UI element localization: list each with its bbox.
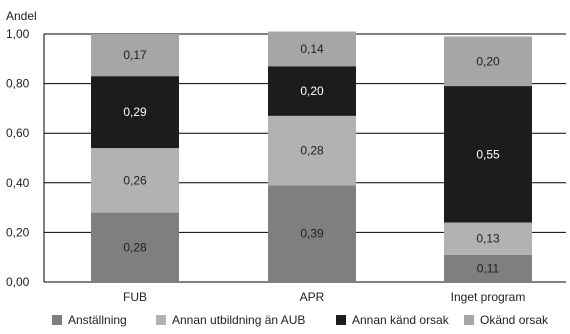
x-tick-label: Inget program <box>451 290 526 304</box>
bar-segment <box>268 185 356 282</box>
bar-segment <box>91 212 179 282</box>
bar-data-label: 0,26 <box>123 173 147 187</box>
x-axis-ticks: FUB APR Inget program <box>123 290 525 304</box>
y-tick-label: 0,80 <box>6 77 30 91</box>
legend-swatch <box>336 315 346 325</box>
bar-segment <box>91 34 179 77</box>
y-axis-ticks: 0,00 0,20 0,40 0,60 0,80 1,00 <box>6 27 30 289</box>
bar-data-label: 0,28 <box>123 240 147 254</box>
bar-data-label: 0,11 <box>477 261 500 275</box>
bar-segment <box>91 76 179 149</box>
legend-swatch <box>464 315 474 325</box>
bar-data-label: 0,39 <box>300 227 324 241</box>
bar-data-label: 0,20 <box>300 84 324 98</box>
y-tick-label: 0,20 <box>6 225 30 239</box>
y-tick-label: 0,60 <box>6 126 30 140</box>
legend-label: Okänd orsak <box>480 313 549 327</box>
bar-segment <box>444 254 532 282</box>
y-tick-label: 1,00 <box>6 27 30 41</box>
bar-data-label: 0,14 <box>300 42 324 56</box>
bar-data-label: 0,29 <box>123 105 147 119</box>
legend-swatch <box>156 315 166 325</box>
bar-data-label: 0,55 <box>476 147 500 161</box>
y-axis-label: Andel <box>6 9 37 23</box>
bar-segment <box>444 222 532 255</box>
legend-label: Annan utbildning än AUB <box>172 313 305 327</box>
bar-data-label: 0,28 <box>300 144 324 158</box>
legend-label: Anställning <box>68 313 127 327</box>
bar-data-label: 0,13 <box>476 232 500 246</box>
bar-segment <box>444 36 532 87</box>
y-tick-label: 0,00 <box>6 275 30 289</box>
bars: 0,28 0,26 0,29 0,17 0,39 0,28 0,20 0,14 0,11 0,13… <box>91 31 532 282</box>
bar-data-label: 0,17 <box>123 48 147 62</box>
bar-segment <box>268 115 356 186</box>
bar-data-label: 0,20 <box>476 54 500 68</box>
legend: Anställning Annan utbildning än AUB Annan … <box>52 313 549 327</box>
y-tick-label: 0,40 <box>6 176 30 190</box>
legend-swatch <box>52 315 62 325</box>
bar-segment <box>444 86 532 223</box>
bar-segment <box>268 66 356 116</box>
bar-segment <box>268 31 356 67</box>
x-tick-label: FUB <box>123 290 147 304</box>
legend-label: Annan känd orsak <box>352 313 450 327</box>
x-tick-label: APR <box>300 290 325 304</box>
bar-segment <box>91 148 179 213</box>
